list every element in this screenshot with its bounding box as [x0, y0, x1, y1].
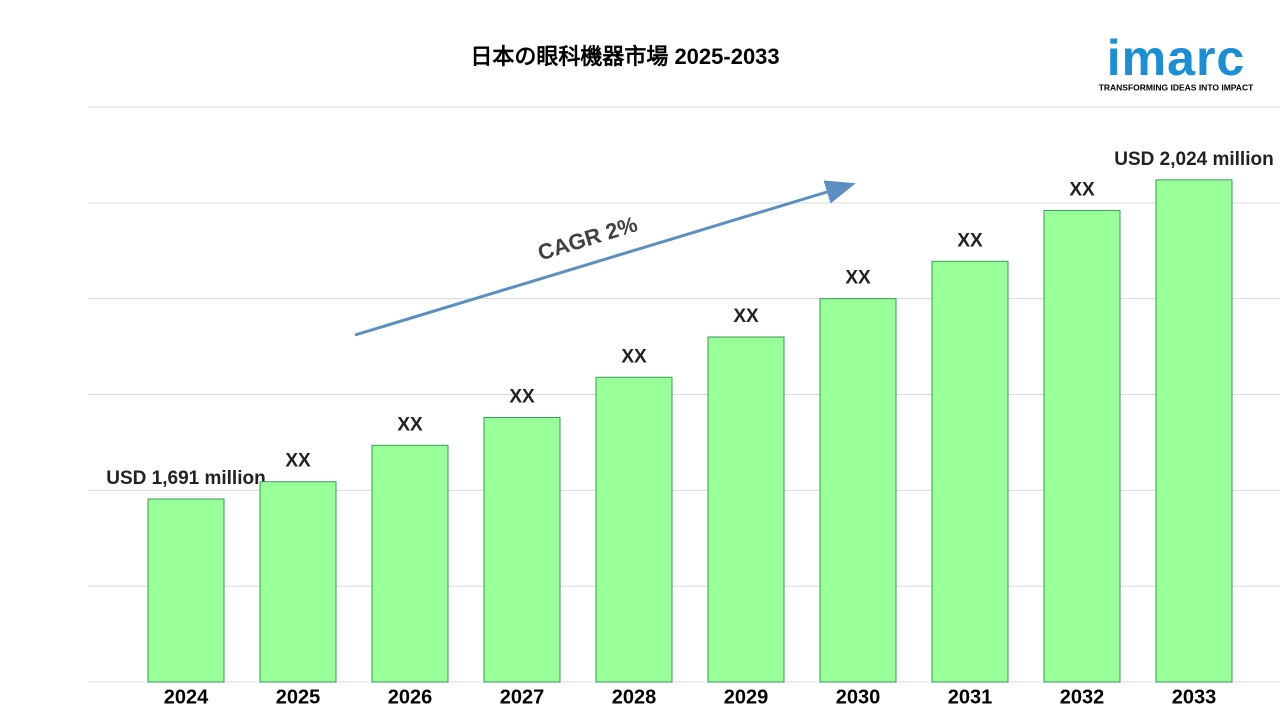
- x-tick-label: 2032: [1060, 686, 1105, 708]
- bar: [259, 481, 337, 683]
- bar: [1155, 179, 1233, 683]
- x-tick-label: 2026: [388, 686, 433, 708]
- chart-title: 日本の眼科機器市場 2025-2033: [470, 44, 779, 69]
- logo: imarc TRANSFORMING IDEAS INTO IMPACT: [1099, 30, 1254, 92]
- data-label: XX: [845, 268, 871, 289]
- x-tick-label: 2030: [836, 686, 881, 708]
- cagr-label: CAGR 2%: [535, 211, 641, 265]
- bar: [483, 417, 561, 683]
- bar: [931, 260, 1009, 683]
- logo-name: imarc: [1107, 30, 1245, 86]
- data-label: USD 2,024 million: [1114, 149, 1273, 170]
- plot-area: 2024 USD 1,691 million 2025 XX 2026 XX 2027 XX 2…: [88, 106, 1280, 708]
- bar: [819, 298, 897, 683]
- x-tick-label: 2024: [164, 686, 209, 708]
- bar: [595, 376, 673, 683]
- data-label: USD 1,691 million: [106, 468, 265, 489]
- bar: [707, 336, 785, 683]
- data-label: XX: [397, 414, 423, 435]
- logo-tagline: TRANSFORMING IDEAS INTO IMPACT: [1099, 82, 1254, 92]
- cagr-arrow: [354, 180, 856, 337]
- bar: [371, 444, 449, 683]
- data-label: XX: [733, 306, 759, 327]
- data-label: XX: [509, 387, 535, 408]
- x-tick-label: 2033: [1172, 686, 1217, 708]
- x-tick-label: 2028: [612, 686, 657, 708]
- x-tick-label: 2025: [276, 686, 321, 708]
- data-label: XX: [621, 346, 647, 367]
- bar: [147, 498, 225, 683]
- x-tick-label: 2031: [948, 686, 993, 708]
- bar: [1043, 210, 1121, 683]
- x-tick-label: 2027: [500, 686, 545, 708]
- data-label: XX: [285, 451, 311, 472]
- data-label: XX: [957, 230, 983, 251]
- x-tick-label: 2029: [724, 686, 769, 708]
- data-label: XX: [1069, 180, 1095, 201]
